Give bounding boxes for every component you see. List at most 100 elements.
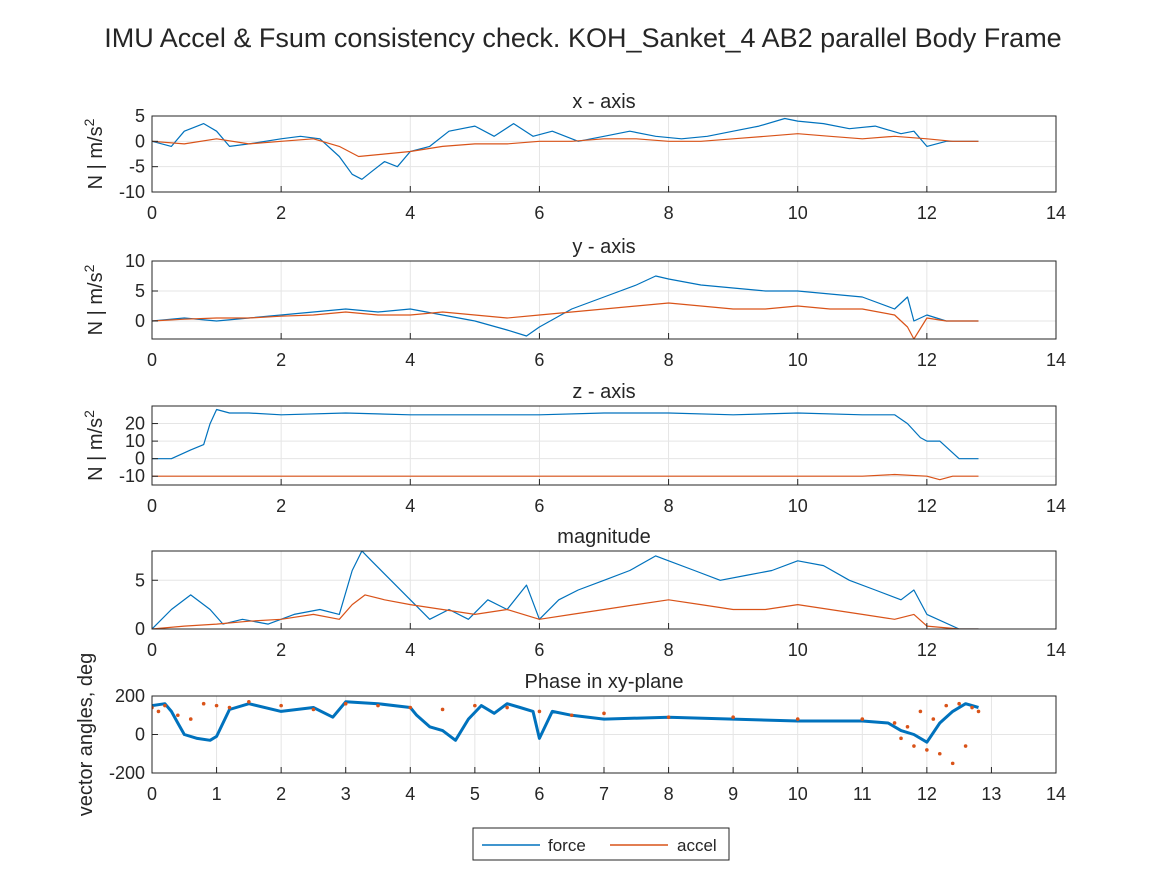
data-point-accel: [311, 707, 316, 712]
axes-box: [151, 550, 1057, 630]
x-tick-label: 2: [276, 496, 286, 516]
x-tick-label: 4: [405, 496, 415, 516]
series-line-force: [152, 117, 979, 180]
x-tick-label: 8: [664, 496, 674, 516]
x-tick-label: 2: [276, 640, 286, 660]
series-line-force: [152, 700, 979, 744]
x-tick-label: 10: [788, 350, 808, 370]
data-point-accel: [905, 725, 910, 729]
data-point-accel: [537, 709, 542, 714]
series-line-accel: [152, 594, 979, 629]
data-point-accel: [957, 701, 961, 706]
y-tick-label: 5: [135, 106, 145, 126]
x-tick-label: 14: [1046, 350, 1066, 370]
plot-area: [152, 261, 1056, 339]
data-point-accel: [912, 744, 916, 748]
data-point-accel: [188, 717, 193, 721]
data-point-accel: [473, 703, 477, 708]
subplot-4: 0 2 4 6 8 10 12 14 0 5 magnitude: [135, 526, 1066, 660]
y-axis-label: N | m/s2: [81, 410, 107, 481]
x-tick-label: 6: [534, 496, 544, 516]
y-tick-label: 5: [135, 570, 145, 590]
x-tick-label: 14: [1046, 496, 1066, 516]
figure-title: IMU Accel & Fsum consistency check. KOH_…: [104, 23, 1061, 53]
subplot-2: 0 2 4 6 8 10 12 14 0 5 10 y - axis N | m/s2: [81, 236, 1066, 370]
data-point-accel: [163, 703, 167, 708]
series-group: [152, 408, 979, 481]
data-point-accel: [176, 713, 180, 718]
data-point-accel: [569, 713, 574, 718]
data-point-accel: [376, 703, 380, 708]
x-tick-label: 4: [405, 784, 415, 804]
series-line-force: [152, 408, 979, 460]
y-axis-label-exponent: 2: [81, 264, 97, 272]
axes-box: [151, 260, 1057, 340]
data-point-accel: [214, 703, 219, 708]
subplot-title: Phase in xy-plane: [525, 671, 684, 693]
y-tick-label: 10: [125, 251, 145, 271]
x-tick-label: 4: [405, 350, 415, 370]
y-tick-label: 0: [135, 619, 145, 639]
x-tick-label: 8: [664, 203, 674, 223]
axes-box: [151, 115, 1057, 193]
data-point-accel: [892, 721, 897, 725]
y-tick-label: 20: [125, 414, 145, 434]
subplot-1: 0 2 4 6 8 10 12 14 -10 -5 0 5 x - axis N | m/s2: [81, 91, 1066, 223]
x-tick-label: 12: [917, 784, 937, 804]
data-point-accel: [918, 709, 923, 714]
legend-box: [472, 827, 730, 861]
subplot-title: y - axis: [572, 236, 635, 258]
x-tick-label: 8: [664, 350, 674, 370]
x-tick-label: 10: [788, 496, 808, 516]
data-point-accel: [227, 705, 232, 710]
y-tick-label: -10: [119, 466, 145, 486]
data-point-accel: [201, 701, 206, 706]
x-tick-label: 0: [147, 640, 157, 660]
x-tick-label: 6: [534, 350, 544, 370]
x-tick-label: 8: [664, 640, 674, 660]
series-group: [152, 699, 981, 766]
y-tick-label: -200: [109, 763, 145, 783]
x-tick-label: 6: [534, 784, 544, 804]
x-tick-label: 14: [1046, 203, 1066, 223]
x-tick-label: 13: [981, 784, 1001, 804]
legend: force accel: [472, 827, 730, 861]
series-line-accel: [152, 133, 979, 158]
x-tick-label: 7: [599, 784, 609, 804]
data-point-accel: [279, 703, 283, 708]
y-tick-label: 200: [115, 686, 145, 706]
x-tick-label: 4: [405, 203, 415, 223]
subplot-title: magnitude: [557, 526, 650, 548]
x-tick-label: 9: [728, 784, 738, 804]
data-point-accel: [731, 715, 735, 719]
data-point-accel: [963, 744, 968, 748]
y-axis-label-exponent: 2: [81, 118, 97, 126]
series-line-accel: [152, 302, 979, 339]
data-point-accel: [925, 748, 929, 752]
data-point-accel: [860, 717, 865, 721]
y-tick-label: -10: [119, 182, 145, 202]
y-tick-label: 0: [135, 311, 145, 331]
y-tick-label: 10: [125, 431, 145, 451]
series-line-force: [152, 275, 979, 337]
y-axis-label: N | m/s2: [81, 264, 107, 335]
y-tick-label: 0: [135, 725, 145, 745]
x-tick-label: 1: [212, 784, 222, 804]
legend-force-label: force: [548, 836, 586, 855]
x-tick-label: 11: [853, 784, 872, 804]
data-point-accel: [931, 717, 936, 721]
data-point-accel: [950, 761, 955, 766]
x-tick-label: 6: [534, 640, 544, 660]
subplot-title: x - axis: [572, 91, 635, 113]
series-line-accel: [152, 473, 979, 481]
y-axis-label-exponent: 2: [81, 410, 97, 418]
legend-accel-label: accel: [677, 836, 717, 855]
y-tick-label: 0: [135, 131, 145, 151]
y-axis-label: N | m/s2: [81, 118, 107, 189]
plot-area: [152, 406, 1056, 485]
plot-area: [152, 116, 1056, 192]
x-tick-label: 10: [788, 640, 808, 660]
